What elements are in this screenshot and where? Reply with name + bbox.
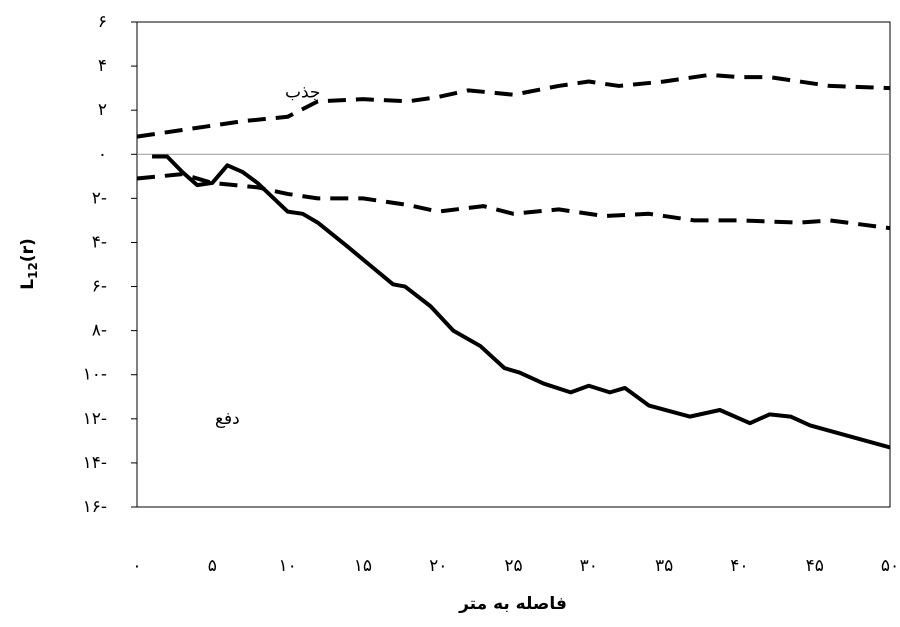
y-title-sub: 12: [26, 262, 40, 279]
series-line: [152, 154, 891, 450]
x-tick-label: ۱۵: [354, 556, 372, 576]
y-tick-label: ۴: [98, 56, 107, 76]
x-tick-label: ۴۵: [806, 556, 824, 576]
x-tick-label: ۳۰: [580, 556, 598, 576]
x-tick-label: ۵۰: [881, 556, 899, 576]
y-tick-label: ۱۶-: [83, 497, 107, 517]
y-tick-label: ۱۴-: [83, 453, 107, 473]
y-title-suffix: (r): [18, 238, 38, 262]
x-tick-label: ۰: [132, 556, 141, 576]
y-tick-label: ۲: [98, 100, 107, 120]
y-axis-title: L12(r): [18, 238, 40, 289]
y-tick-label: ۸-: [92, 321, 107, 341]
x-tick-label: ۲۰: [429, 556, 447, 576]
x-tick-label: ۳۵: [655, 556, 673, 576]
y-tick-label: ۶-: [92, 277, 107, 297]
y-tick-label: ۱۲-: [83, 409, 107, 429]
x-tick-label: ۵: [208, 556, 217, 576]
y-tick-label: ۶: [98, 12, 107, 32]
y-tick-label: ۰: [98, 144, 107, 164]
y-title-main: L: [18, 279, 38, 290]
series-line: [136, 72, 891, 139]
x-tick-label: ۴۰: [730, 556, 748, 576]
plot-frame: [136, 21, 891, 508]
y-tick-label: ۴-: [92, 232, 107, 252]
y-tick-label: ۲-: [92, 188, 107, 208]
series-line: [136, 172, 891, 231]
x-axis-title: فاصله به متر: [458, 594, 567, 614]
x-tick-label: ۱۰: [278, 556, 296, 576]
annotation: جذب: [285, 83, 320, 103]
annotation: دفع: [215, 409, 240, 429]
y-tick-label: ۱۰-: [83, 365, 107, 385]
x-tick-label: ۲۵: [504, 556, 522, 576]
